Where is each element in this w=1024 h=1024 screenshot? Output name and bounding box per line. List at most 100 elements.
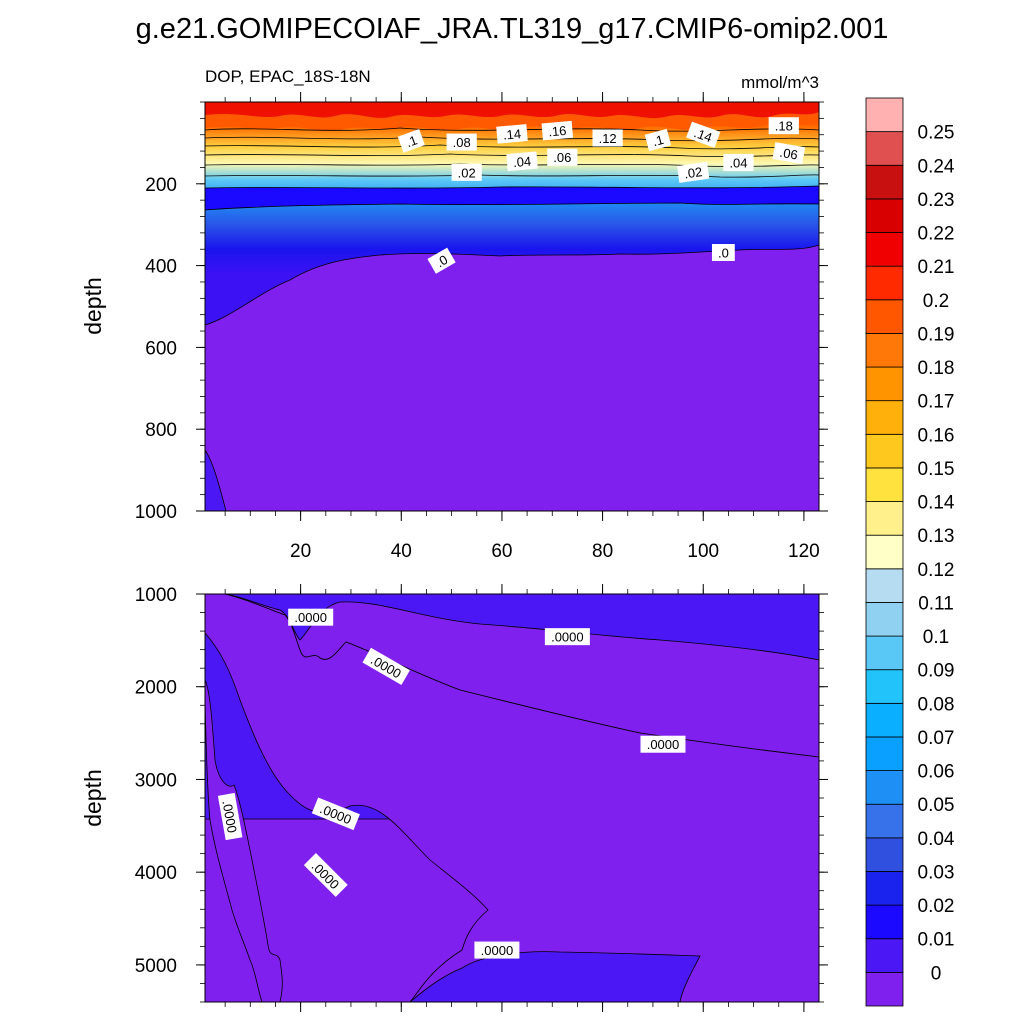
contour-label-box bbox=[446, 133, 477, 151]
x-tick-label: 80 bbox=[592, 541, 613, 562]
contour-label: .04 bbox=[506, 151, 538, 172]
colorbar-label: 0.06 bbox=[918, 762, 955, 783]
colorbar-label: 0.08 bbox=[918, 694, 955, 715]
contour-label-box bbox=[544, 628, 590, 646]
contour-label-text: .0000 bbox=[551, 630, 584, 645]
contour-label: .1 bbox=[397, 128, 425, 153]
upper-panel: DOP, EPAC_18S-18N mmol/m^3 bbox=[80, 67, 828, 562]
contour-label: .0 bbox=[427, 247, 456, 274]
colorbar-label: 0.18 bbox=[918, 358, 955, 379]
colorbar-label: 0.1 bbox=[923, 627, 949, 648]
colorbar-box bbox=[865, 971, 904, 1007]
contour-label: .02 bbox=[451, 163, 482, 181]
colorbar-box bbox=[865, 433, 904, 469]
lower-axis-ticks: 1000 2000 3000 4000 5000 bbox=[135, 584, 828, 1012]
lower-mid-interior bbox=[205, 594, 819, 1002]
contour-label-text: .0000 bbox=[647, 737, 680, 752]
contour-label-text: .16 bbox=[548, 123, 567, 140]
colorbar-box bbox=[865, 534, 904, 570]
contour-label-text: .04 bbox=[729, 156, 747, 171]
contour-label: .0 bbox=[711, 244, 735, 262]
contour-label-box bbox=[592, 129, 623, 147]
contour-label-text: .0000 bbox=[294, 610, 327, 625]
contour-label: .18 bbox=[768, 117, 799, 135]
contour-label-text: .0000 bbox=[481, 943, 514, 958]
colorbar-label: 0.15 bbox=[918, 459, 955, 480]
contour-label-text: .12 bbox=[599, 131, 617, 146]
contour-label-box bbox=[640, 735, 686, 753]
colorbar-box bbox=[865, 501, 904, 536]
contour-label-box bbox=[547, 148, 578, 166]
colorbar-label: 0 bbox=[931, 963, 942, 984]
upper-surface-core bbox=[205, 102, 819, 119]
contour-label-text: .14 bbox=[692, 125, 714, 145]
colorbar-label: 0.02 bbox=[918, 896, 955, 917]
y-tick-label: 5000 bbox=[135, 956, 177, 977]
colorbar-box bbox=[865, 938, 904, 973]
contour-label-box bbox=[217, 792, 243, 841]
upper-left-label: DOP, EPAC_18S-18N bbox=[205, 67, 371, 86]
x-tick-label: 60 bbox=[491, 541, 512, 562]
contour-label: .0000 bbox=[640, 735, 686, 753]
contour-label-box bbox=[677, 161, 710, 183]
colorbar-label: 0.22 bbox=[918, 224, 955, 245]
contour-label-box bbox=[768, 117, 799, 135]
colorbar-box bbox=[865, 837, 904, 872]
colorbar-box bbox=[865, 669, 904, 704]
contour-label-box bbox=[288, 608, 334, 626]
contour-label: .08 bbox=[446, 133, 477, 151]
colorbar-label: 0.21 bbox=[918, 257, 955, 278]
colorbar-label: 0.19 bbox=[918, 324, 955, 345]
contour-label-box bbox=[427, 247, 456, 274]
colorbar-box bbox=[865, 803, 904, 839]
colorbar-label: 0.23 bbox=[918, 190, 955, 211]
upper-right-label: mmol/m^3 bbox=[741, 73, 819, 92]
x-tick-label: 40 bbox=[391, 541, 412, 562]
colorbar-box bbox=[865, 904, 904, 940]
upper-blue-band bbox=[205, 186, 819, 210]
colorbar-label: 0.14 bbox=[918, 493, 955, 514]
contour-label-text: .14 bbox=[502, 126, 521, 143]
y-tick-label: 400 bbox=[145, 257, 177, 278]
y-tick-label: 200 bbox=[145, 175, 177, 196]
contour-label: .0000 bbox=[217, 792, 243, 841]
colorbar-box bbox=[865, 568, 904, 603]
colorbar-box bbox=[865, 265, 904, 301]
contour-label: .02 bbox=[677, 161, 710, 183]
contour-label-text: .06 bbox=[779, 145, 799, 163]
colorbar-label: 0.17 bbox=[918, 392, 955, 413]
contour-label-text: .1 bbox=[404, 132, 419, 150]
upper-plot-frame bbox=[204, 101, 820, 512]
contour-label: .06 bbox=[547, 148, 578, 166]
colorbar-box bbox=[865, 333, 904, 368]
colorbar-label: 0.03 bbox=[918, 862, 955, 883]
contour-label-box bbox=[541, 120, 574, 141]
upper-y-axis-title: depth bbox=[80, 277, 106, 335]
colorbar-box bbox=[865, 232, 904, 267]
upper-zero-region bbox=[205, 244, 819, 511]
contour-label-box bbox=[772, 142, 806, 165]
contour-label: .06 bbox=[772, 142, 806, 165]
colorbar-label: 0.11 bbox=[918, 593, 954, 614]
contour-label-text: .0 bbox=[718, 246, 729, 261]
contour-label-text: .1 bbox=[651, 132, 665, 149]
y-tick-label: 1000 bbox=[135, 502, 177, 523]
colorbar-box bbox=[865, 299, 904, 334]
contour-label-text: .02 bbox=[458, 165, 476, 180]
colorbar-box bbox=[865, 602, 904, 637]
colorbar-box bbox=[865, 198, 904, 233]
colorbar-label: 0.2 bbox=[923, 291, 949, 312]
contour-label-box bbox=[496, 124, 528, 144]
contour-label-box bbox=[303, 853, 348, 897]
colorbar-box bbox=[865, 467, 904, 502]
contour-label: .0000 bbox=[288, 608, 334, 626]
contour-label-text: .06 bbox=[553, 150, 571, 165]
colorbar-box bbox=[865, 702, 904, 738]
contour-label-box bbox=[644, 128, 672, 152]
contour-label-box bbox=[397, 128, 425, 153]
x-tick-label: 20 bbox=[290, 541, 311, 562]
contour-label: .14 bbox=[686, 121, 721, 148]
contour-label-text: .18 bbox=[775, 119, 793, 134]
y-tick-label: 4000 bbox=[135, 863, 177, 884]
